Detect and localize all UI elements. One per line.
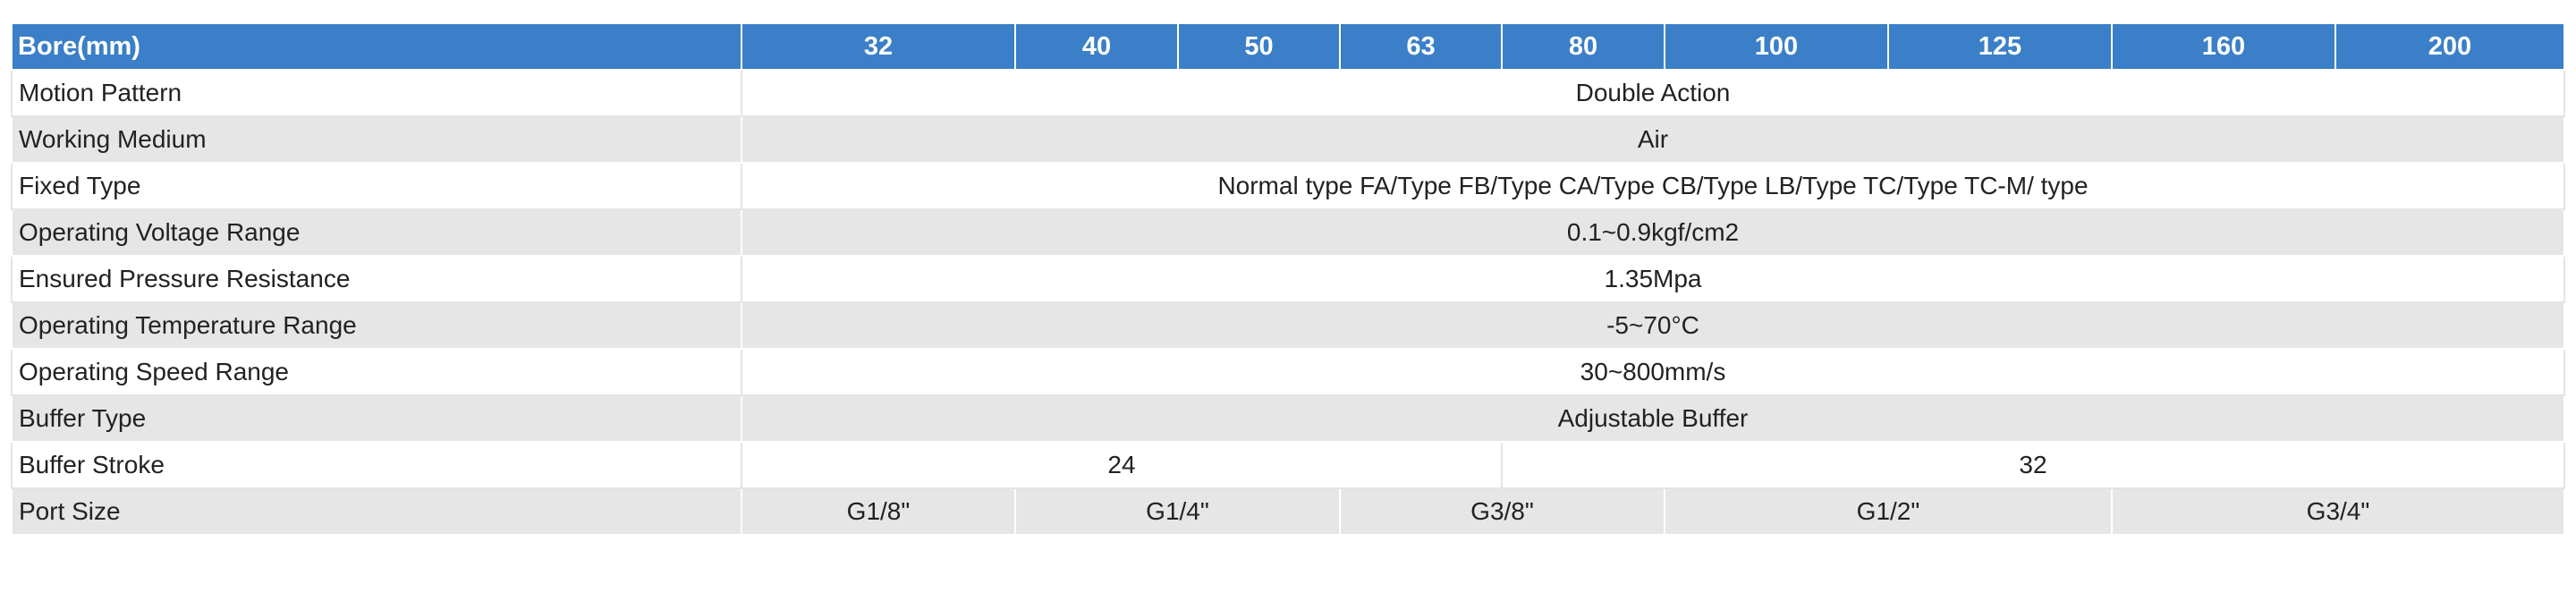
bore-column-header: 80 — [1501, 22, 1665, 71]
bore-column-header: 200 — [2334, 22, 2565, 71]
row-value: 30~800mm/s — [741, 348, 2565, 396]
port-size-row: Port Size G1/8" G1/4" G3/8" G1/2" G3/4" — [11, 487, 2565, 536]
row-label: Operating Speed Range — [11, 348, 742, 396]
bore-column-header: 63 — [1339, 22, 1503, 71]
row-label: Buffer Type — [11, 394, 742, 443]
buffer-stroke-row: Buffer Stroke 24 32 — [11, 441, 2565, 489]
table-row: Fixed Type Normal type FA/Type FB/Type C… — [11, 162, 2565, 210]
row-label: Working Medium — [11, 115, 742, 164]
table-row: Buffer Type Adjustable Buffer — [11, 394, 2565, 443]
row-value: Double Action — [741, 69, 2565, 117]
row-label: Port Size — [11, 487, 742, 536]
table-row: Operating Voltage Range 0.1~0.9kgf/cm2 — [11, 208, 2565, 257]
header-row: Bore(mm) 32 40 50 63 80 100 125 160 200 — [11, 22, 2565, 71]
row-label: Operating Voltage Range — [11, 208, 742, 257]
table-row: Motion Pattern Double Action — [11, 69, 2565, 117]
row-value: -5~70°C — [741, 301, 2565, 350]
specification-table: Bore(mm) 32 40 50 63 80 100 125 160 200 … — [11, 22, 2565, 536]
port-size-value: G1/4" — [1014, 487, 1341, 536]
bore-column-header: 100 — [1664, 22, 1889, 71]
row-label: Fixed Type — [11, 162, 742, 210]
buffer-stroke-value: 32 — [1501, 441, 2565, 489]
buffer-stroke-value: 24 — [741, 441, 1503, 489]
bore-header-label: Bore(mm) — [11, 22, 742, 71]
row-value: Adjustable Buffer — [741, 394, 2565, 443]
table-row: Operating Temperature Range -5~70°C — [11, 301, 2565, 350]
port-size-value: G3/4" — [2111, 487, 2565, 536]
bore-column-header: 50 — [1177, 22, 1341, 71]
table-row: Operating Speed Range 30~800mm/s — [11, 348, 2565, 396]
bore-column-header: 32 — [741, 22, 1016, 71]
table-row: Working Medium Air — [11, 115, 2565, 164]
row-label: Motion Pattern — [11, 69, 742, 117]
row-value: Air — [741, 115, 2565, 164]
bore-column-header: 125 — [1887, 22, 2113, 71]
row-label: Operating Temperature Range — [11, 301, 742, 350]
port-size-value: G1/2" — [1664, 487, 2113, 536]
row-value: 1.35Mpa — [741, 255, 2565, 303]
bore-column-header: 160 — [2111, 22, 2336, 71]
row-value: 0.1~0.9kgf/cm2 — [741, 208, 2565, 257]
row-value: Normal type FA/Type FB/Type CA/Type CB/T… — [741, 162, 2565, 210]
port-size-value: G3/8" — [1339, 487, 1665, 536]
bore-column-header: 40 — [1014, 22, 1179, 71]
row-label: Buffer Stroke — [11, 441, 742, 489]
table-row: Ensured Pressure Resistance 1.35Mpa — [11, 255, 2565, 303]
row-label: Ensured Pressure Resistance — [11, 255, 742, 303]
port-size-value: G1/8" — [741, 487, 1016, 536]
